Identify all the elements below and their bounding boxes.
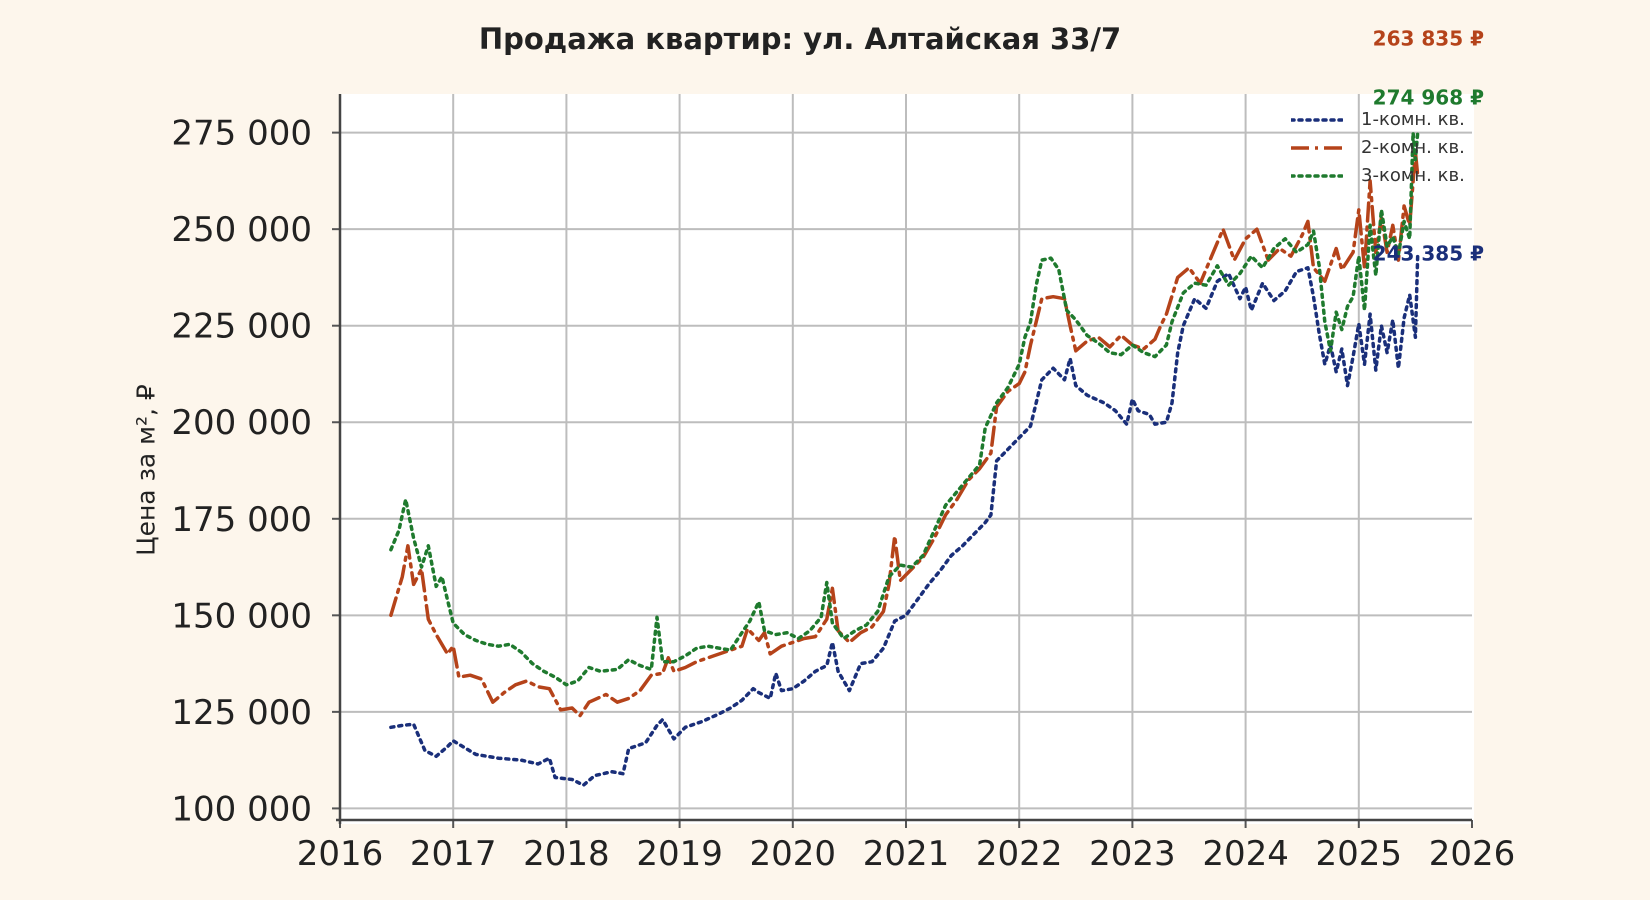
- x-tick-label: 2016: [297, 834, 384, 874]
- legend-swatch-2room: [1291, 146, 1343, 150]
- y-tick-label: 250 000: [171, 210, 312, 250]
- legend-item-2room: 2-комн. кв.: [1291, 134, 1465, 162]
- x-tick-label: 2019: [636, 834, 723, 874]
- legend-swatch-1room: [1291, 118, 1343, 122]
- legend-swatch-3room: [1291, 174, 1343, 178]
- x-tick-label: 2021: [863, 834, 950, 874]
- y-tick-label: 100 000: [171, 789, 312, 829]
- y-tick-label: 150 000: [171, 596, 312, 636]
- y-tick-label: 175 000: [171, 500, 312, 540]
- axes: 2016 2017 2018 2019 2020 2021 2022 2023 2024 2025…: [171, 94, 1515, 874]
- y-axis-label: Цена за м², ₽: [131, 384, 161, 556]
- x-tick-label: 2023: [1089, 834, 1176, 874]
- y-tick-label: 275 000: [171, 114, 312, 154]
- end-labels: 243 385 ₽ 263 835 ₽ 274 968 ₽: [1373, 27, 1484, 266]
- x-tick-label: 2018: [523, 834, 610, 874]
- x-tick-label: 2022: [976, 834, 1063, 874]
- legend-label-2room: 2-комн. кв.: [1361, 137, 1465, 158]
- legend-label-1room: 1-комн. кв.: [1361, 109, 1465, 130]
- y-tick-label: 225 000: [171, 307, 312, 347]
- x-tick-label: 2020: [750, 834, 837, 874]
- legend-item-1room: 1-комн. кв.: [1291, 106, 1465, 134]
- series-line-2: [389, 150, 1420, 718]
- legend: 1-комн. кв. 2-комн. кв. 3-комн. кв.: [1291, 106, 1465, 190]
- x-tick-label: 2025: [1316, 834, 1403, 874]
- x-tick-label: 2024: [1202, 834, 1289, 874]
- series-group: [389, 130, 1420, 787]
- y-tick-label: 200 000: [171, 403, 312, 443]
- x-tick-label: 2017: [410, 834, 497, 874]
- series-line-1: [389, 252, 1420, 787]
- chart-title: Продажа квартир: ул. Алтайская 33/7: [478, 22, 1122, 56]
- legend-label-3room: 3-комн. кв.: [1361, 165, 1465, 186]
- end-value-label-2: 263 835 ₽: [1373, 27, 1484, 51]
- x-tick-label: 2026: [1429, 834, 1516, 874]
- end-value-label-3: 274 968 ₽: [1373, 86, 1484, 110]
- end-value-label-1: 243 385 ₽: [1373, 242, 1484, 266]
- legend-item-3room: 3-комн. кв.: [1291, 162, 1465, 190]
- series-line-3: [389, 130, 1420, 687]
- y-tick-label: 125 000: [171, 693, 312, 733]
